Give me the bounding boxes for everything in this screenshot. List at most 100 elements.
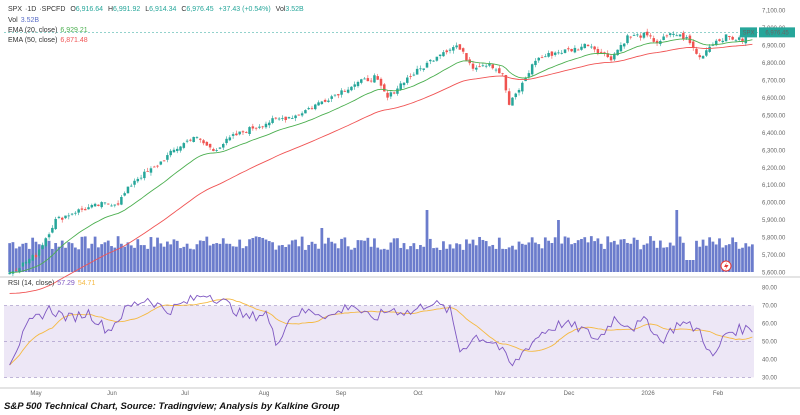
price-tick-label: 6,500.00 — [762, 113, 786, 119]
candle-body — [675, 35, 679, 37]
candle-body — [629, 36, 633, 38]
volume-bar — [511, 245, 514, 272]
volume-bar — [274, 249, 278, 272]
price-tick-label: 5,900.00 — [762, 218, 786, 224]
close-value: 6,976.45 — [186, 6, 214, 13]
candle-body — [603, 52, 606, 54]
price-tick-label: 6,800.00 — [762, 61, 786, 67]
candle-body — [547, 53, 550, 57]
candle-body — [261, 126, 264, 128]
volume-bar — [553, 237, 557, 272]
candle-body — [67, 215, 71, 217]
candle-body — [248, 127, 251, 134]
candle-body — [330, 96, 333, 99]
volume-bar — [175, 240, 179, 272]
candle-body — [609, 56, 613, 61]
ema50-value: 6,871.48 — [60, 37, 88, 44]
volume-bar — [159, 243, 163, 272]
candle-body — [271, 118, 274, 123]
volume-bar — [67, 242, 71, 272]
time-tick-label: May — [30, 391, 41, 397]
volume-bar — [133, 247, 136, 272]
volume-bar — [346, 246, 350, 272]
volume-bar — [599, 243, 603, 272]
candle-body — [501, 73, 504, 75]
volume-bar — [202, 240, 205, 272]
volume-bar — [530, 237, 534, 272]
volume-bar — [405, 249, 409, 272]
volume-bar — [589, 236, 593, 272]
volume-bar — [11, 242, 15, 272]
time-tick-label: Dec — [564, 391, 575, 397]
volume-bar — [465, 239, 468, 272]
candle-body — [185, 140, 189, 142]
candle-body — [511, 97, 514, 106]
candle-body — [550, 51, 554, 56]
candle-body — [737, 37, 741, 40]
volume-bar — [343, 237, 347, 272]
volume-bar — [468, 243, 472, 272]
exchange-label: SPCFD — [41, 6, 66, 13]
candle-body — [97, 204, 100, 206]
price-tick-label: 6,700.00 — [762, 79, 786, 85]
volume-bar — [412, 243, 416, 272]
price-badge — [759, 27, 795, 38]
volume-bar — [264, 239, 268, 272]
candle-body — [366, 78, 370, 82]
volume-bar — [353, 247, 357, 272]
volume-bar — [172, 239, 176, 272]
candle-body — [251, 126, 255, 129]
volume-bar — [333, 243, 337, 272]
volume-bar — [428, 238, 432, 272]
time-tick-label: Feb — [713, 391, 724, 397]
candle-body — [277, 118, 281, 120]
volume-bar — [603, 248, 606, 272]
candle-body — [448, 49, 452, 51]
candle-body — [415, 68, 419, 75]
volume-bar — [455, 243, 458, 272]
candle-body — [521, 82, 524, 92]
candle-body — [57, 216, 61, 218]
volume-bar — [152, 246, 156, 272]
vol-label: Vol — [8, 17, 18, 24]
volume-bar — [208, 245, 212, 272]
volume-bar — [704, 245, 708, 272]
volume-bar — [451, 248, 455, 272]
volume-bar — [80, 236, 84, 272]
volume-bar — [277, 245, 281, 272]
volume-bar — [540, 248, 544, 272]
candle-body — [268, 122, 271, 126]
price-tick-label: 6,600.00 — [762, 96, 786, 102]
candle-body — [60, 217, 64, 220]
volume-bar — [409, 246, 412, 272]
change-value: +37.43 (+0.54%) — [218, 6, 271, 13]
volume-bar — [281, 244, 284, 272]
volume-bar — [445, 248, 449, 272]
volume-bar — [21, 243, 25, 272]
candle-body — [514, 93, 517, 98]
candle-body — [507, 91, 511, 105]
rsi-ma-value: 54.71 — [77, 280, 96, 287]
volume-bar — [461, 249, 465, 272]
volume-bar — [126, 242, 130, 272]
volume-bar — [284, 246, 288, 272]
candle-body — [452, 47, 455, 51]
candle-body — [159, 161, 163, 165]
price-tick-label: 5,700.00 — [762, 253, 786, 259]
volume-bar — [596, 238, 600, 272]
vol-value: 3.52B — [20, 17, 40, 24]
candle-body — [642, 32, 646, 38]
candle-body — [504, 75, 508, 91]
volume-bar — [645, 243, 649, 272]
high-value: 6,991.92 — [113, 6, 141, 13]
volume-bar — [166, 241, 169, 272]
candle-body — [616, 49, 619, 56]
candle-body — [695, 48, 698, 54]
volume-bar — [747, 246, 751, 272]
volume-bar — [573, 243, 577, 272]
candle-body — [123, 193, 126, 196]
volume-bar — [731, 237, 735, 272]
candle-body — [399, 83, 402, 90]
volume-bar — [655, 247, 659, 272]
